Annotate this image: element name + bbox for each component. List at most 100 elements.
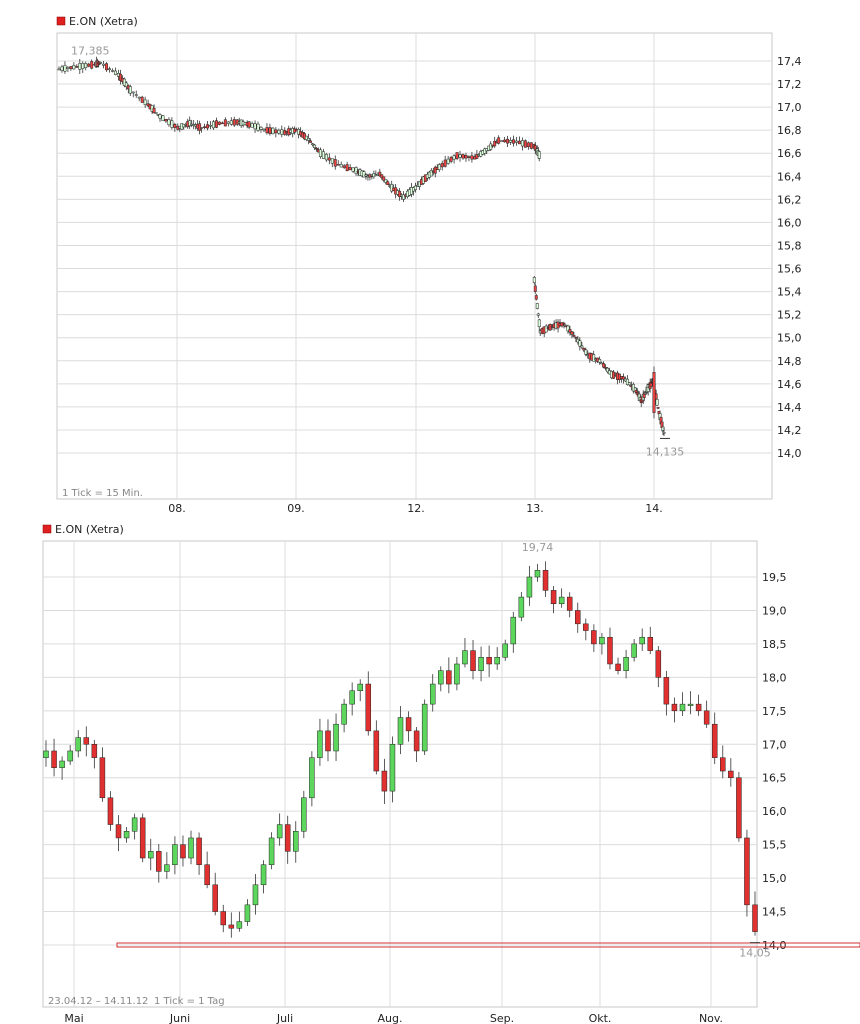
- candle-body: [570, 331, 574, 335]
- y-tick-label: 16,8: [777, 124, 802, 137]
- y-tick-label: 17,0: [777, 101, 802, 114]
- candle-body: [253, 123, 257, 130]
- candle-body: [592, 354, 596, 362]
- candle-body: [578, 340, 582, 347]
- candle-body: [365, 683, 372, 732]
- y-tick-label: 17,2: [777, 78, 802, 91]
- candle-body: [433, 166, 437, 174]
- y-tick-label: 15,2: [777, 309, 802, 322]
- candle-body: [167, 119, 171, 126]
- candle-body: [203, 126, 207, 128]
- candle-body: [198, 123, 202, 131]
- candle-body: [550, 590, 557, 605]
- candle-body: [526, 576, 533, 598]
- candle-body: [137, 96, 141, 99]
- x-tick-label: Juni: [169, 1012, 190, 1024]
- high-label: 19,74: [522, 541, 554, 554]
- candle-body: [582, 348, 586, 351]
- candle-body: [378, 171, 382, 177]
- candle-body: [384, 179, 388, 183]
- candle-body: [318, 149, 322, 157]
- candle-body: [161, 115, 165, 122]
- plot-area: 19,5 19,0 18,5 18,0 17,5 17,0 16,5 16,0 15,5 15,0…: [42, 540, 860, 1024]
- legend-swatch: [56, 16, 66, 26]
- candle-body: [276, 824, 283, 839]
- x-tick-label: 08.: [168, 502, 186, 512]
- chart-title: E.ON (Xetra): [69, 15, 138, 28]
- candle-body: [351, 167, 355, 172]
- candle-body: [398, 190, 402, 198]
- candle-body: [321, 151, 325, 159]
- candle-body: [309, 757, 315, 799]
- candle-body: [293, 831, 299, 852]
- x-tick-label: Okt.: [589, 1012, 612, 1024]
- low-label: 14,05: [739, 947, 771, 960]
- candle-body: [744, 837, 750, 906]
- candle-body: [212, 121, 215, 129]
- candle-body: [470, 650, 476, 671]
- candle-body: [90, 61, 94, 69]
- x-tick-label: 14.: [645, 502, 663, 512]
- candle-body: [247, 121, 251, 128]
- candle-body: [687, 703, 694, 706]
- candle-body: [470, 155, 474, 160]
- candle-body: [647, 636, 654, 651]
- candle-body: [475, 154, 479, 159]
- candle-body: [244, 904, 251, 922]
- candle-body: [84, 63, 88, 69]
- candle-body: [663, 677, 670, 705]
- candle-body: [170, 120, 174, 128]
- legend-swatch: [42, 524, 52, 534]
- candle-body: [209, 124, 212, 127]
- candle-body: [467, 156, 471, 158]
- support-line: [116, 942, 860, 948]
- candle-body: [512, 139, 515, 144]
- y-tick-label: 14,0: [762, 939, 787, 952]
- candle-body: [506, 138, 510, 144]
- candle-body: [75, 66, 79, 68]
- y-tick-label: 18,5: [762, 638, 787, 651]
- chart-title: E.ON (Xetra): [55, 523, 124, 536]
- candle-body: [421, 703, 428, 752]
- candle-body: [575, 610, 581, 625]
- y-tick-label: 14,6: [777, 378, 802, 391]
- y-tick-label: 17,5: [762, 705, 787, 718]
- plot-area: 17,4 17,2 17,0 16,8 16,6 16,4 16,2 16,0 15,8 15,6…: [56, 32, 802, 512]
- candle-body: [517, 140, 521, 145]
- candle-body: [67, 750, 73, 762]
- candle-body: [568, 329, 572, 333]
- candle-body: [478, 657, 484, 671]
- candle-body: [452, 155, 456, 160]
- x-tick-label: Nov.: [699, 1012, 723, 1024]
- candle-body: [631, 643, 637, 658]
- x-tick-label: Aug.: [378, 1012, 403, 1024]
- candle-body: [402, 194, 406, 200]
- candle-body: [217, 121, 221, 125]
- candle-body: [188, 837, 194, 859]
- candle-body: [486, 657, 492, 665]
- candle-body: [260, 864, 267, 886]
- candle-body: [99, 62, 103, 64]
- candle-body: [259, 126, 263, 130]
- plot-frame: [56, 32, 773, 500]
- candle-body: [341, 703, 347, 725]
- candle-body: [580, 345, 584, 348]
- y-tick-label: 18,0: [762, 671, 787, 684]
- y-tick-label: 15,8: [777, 239, 802, 252]
- candle-body: [455, 152, 459, 159]
- candle-body: [277, 129, 281, 134]
- footnote-range: 23.04.12 – 14.11.12: [48, 996, 148, 1007]
- candle-body: [313, 144, 316, 148]
- candle-body: [274, 129, 278, 134]
- candle-body: [325, 730, 331, 752]
- candle-body: [652, 372, 656, 413]
- candle-body: [526, 142, 530, 148]
- intraday-chart: E.ON (Xetra) 17,4 17,2 17,0 16,8 16,6 16,4 16,…: [56, 15, 802, 512]
- candle-body: [583, 623, 589, 631]
- candle-body: [562, 323, 566, 325]
- candle-body: [623, 657, 629, 671]
- candle-body: [711, 723, 718, 758]
- candle-body: [271, 127, 275, 135]
- candle-body: [204, 864, 210, 886]
- candle-body: [99, 757, 106, 799]
